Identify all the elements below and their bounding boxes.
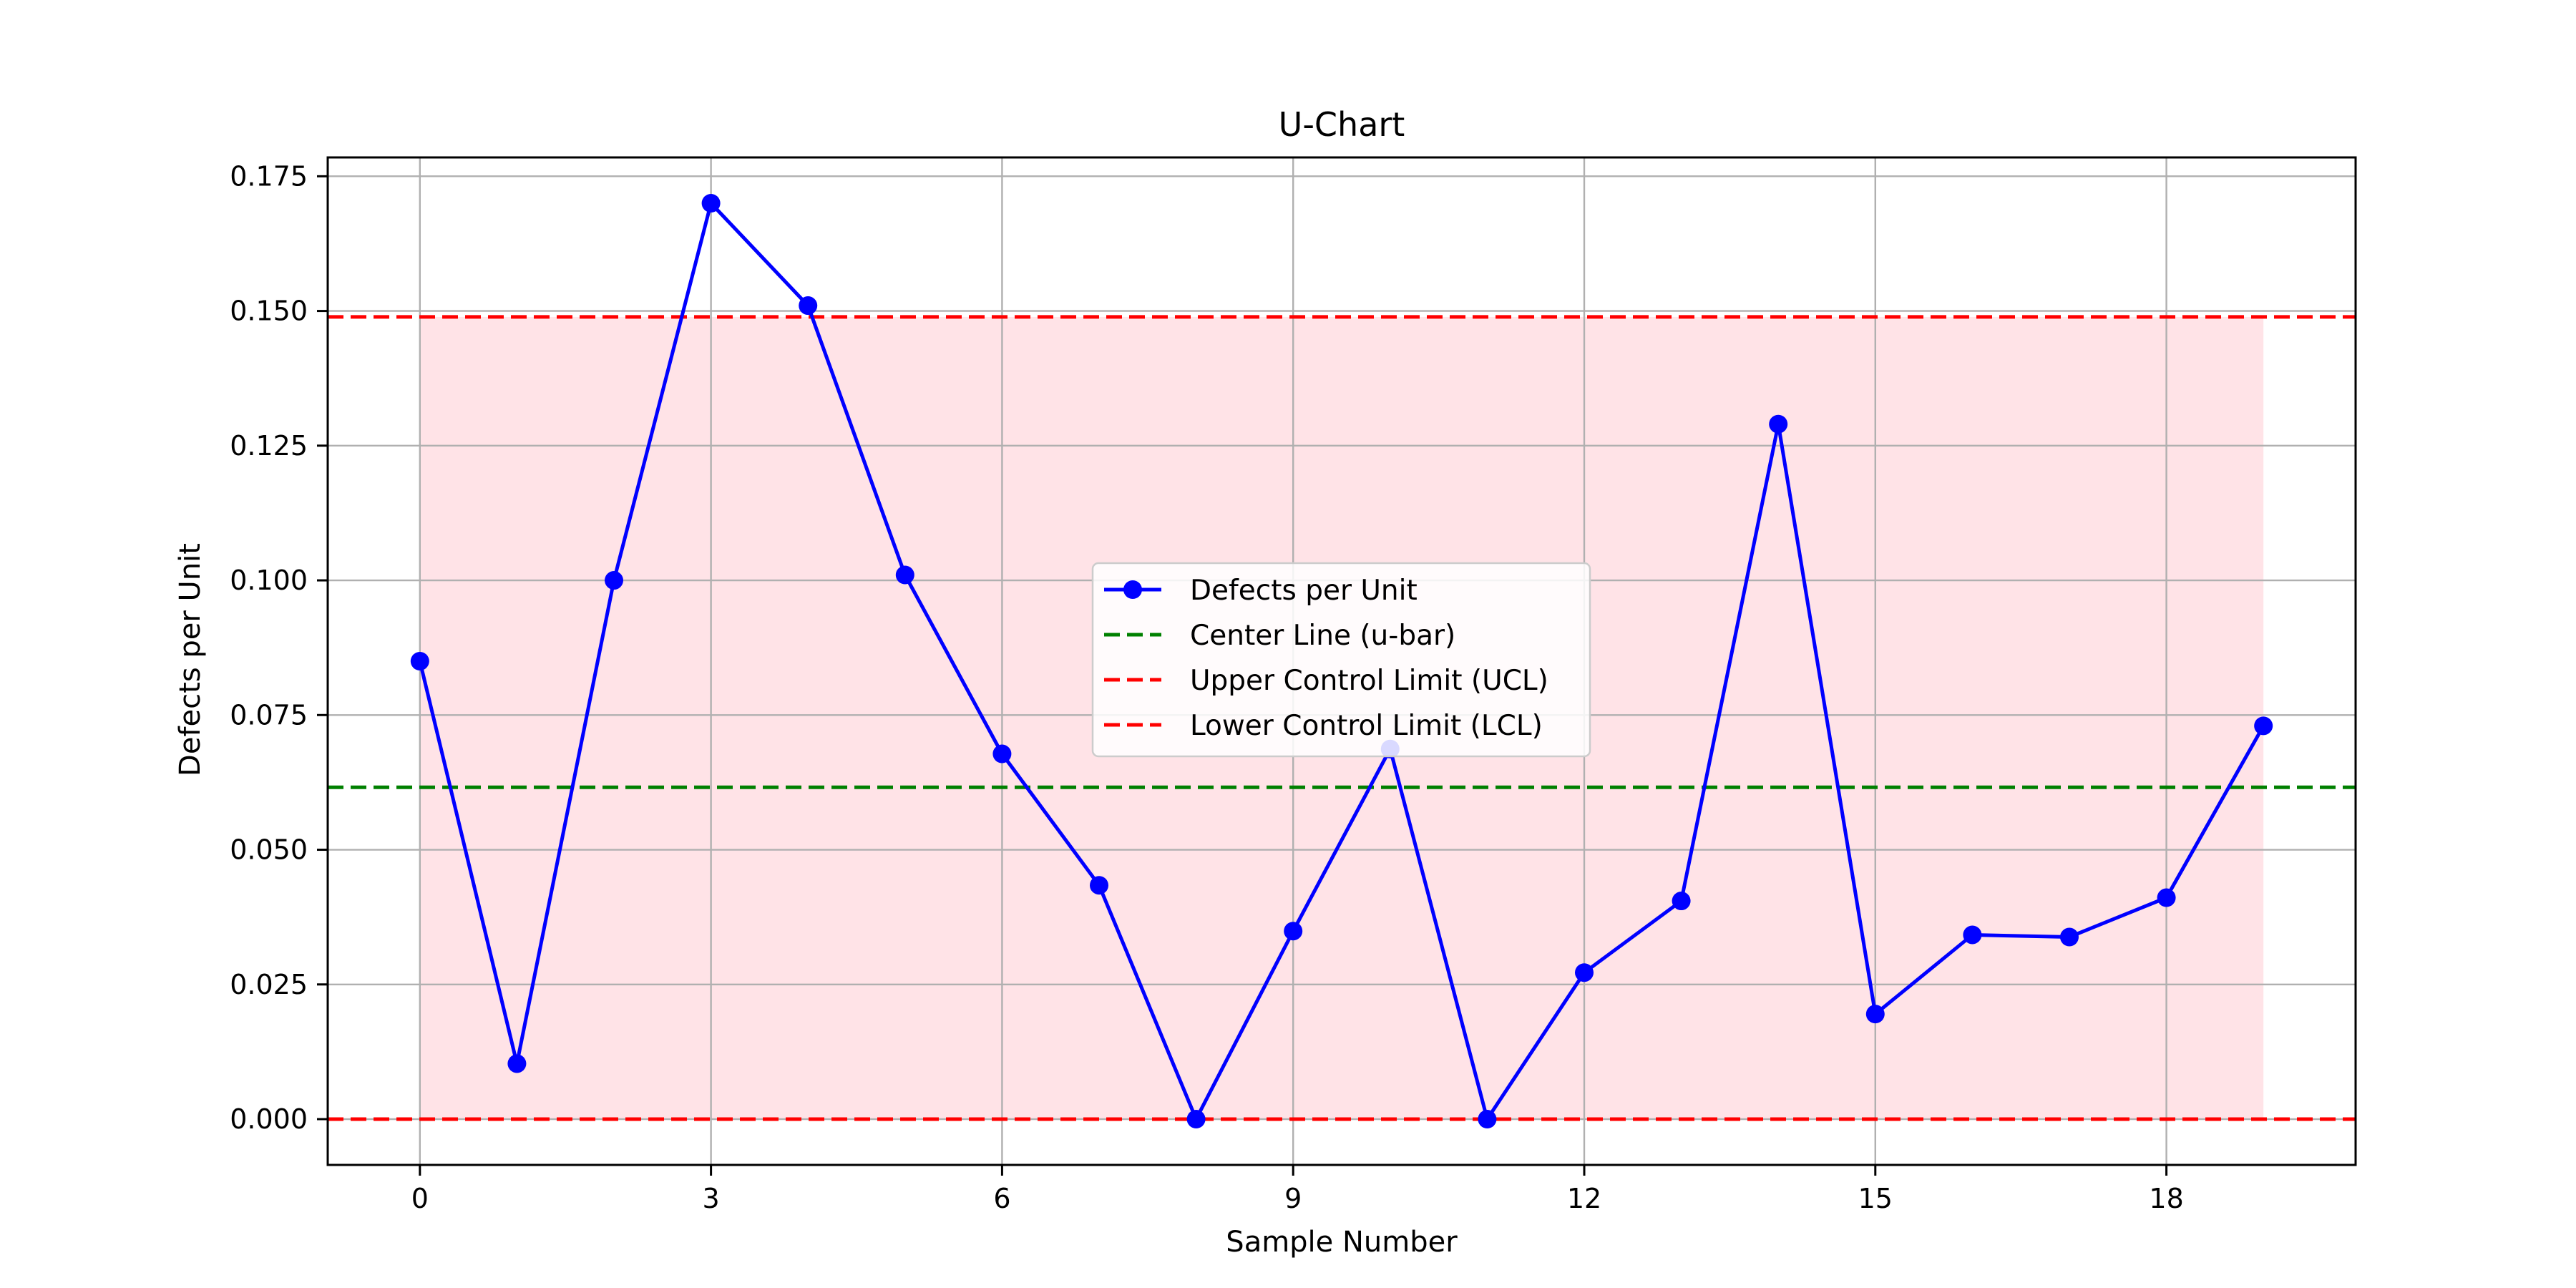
legend-box <box>1091 562 1591 758</box>
data-point <box>1963 925 1982 945</box>
data-point <box>1574 963 1594 982</box>
data-point <box>507 1054 527 1073</box>
data-point <box>2059 927 2079 947</box>
legend: Defects per Unit Center Line (u-bar) Upper… <box>1091 562 1591 758</box>
x-tick-label: 9 <box>1284 1183 1302 1214</box>
y-tick-label: 0.050 <box>230 834 308 866</box>
data-point <box>799 296 818 316</box>
y-tick-label: 0.150 <box>230 296 308 327</box>
legend-label: Defects per Unit <box>1190 575 1418 607</box>
x-tick-label: 18 <box>2149 1183 2183 1214</box>
data-point <box>1769 414 1788 434</box>
y-tick-label: 0.125 <box>230 430 308 462</box>
data-point <box>1284 922 1303 941</box>
y-axis-title: Defects per Unit <box>174 543 207 776</box>
y-tick-label: 0.175 <box>230 160 308 192</box>
x-tick-label: 0 <box>411 1183 429 1214</box>
axes-frame <box>326 156 2357 1166</box>
data-point <box>1865 1005 1885 1024</box>
data-point <box>2254 716 2273 736</box>
legend-label: Upper Control Limit (UCL) <box>1190 665 1548 697</box>
data-point <box>992 744 1012 763</box>
data-point <box>605 571 624 590</box>
y-tick-label: 0.075 <box>230 699 308 731</box>
y-tick-label: 0.100 <box>230 565 308 596</box>
data-point <box>1090 876 1109 895</box>
data-point <box>1672 892 1691 911</box>
data-point <box>1186 1110 1206 1128</box>
legend-marker <box>1123 580 1142 599</box>
x-tick-label: 15 <box>1858 1183 1893 1214</box>
data-point <box>1478 1110 1497 1128</box>
x-tick-label: 3 <box>703 1183 720 1214</box>
data-point <box>895 565 914 585</box>
chart-title: U-Chart <box>1279 105 1405 144</box>
legend-label: Lower Control Limit (LCL) <box>1190 710 1543 742</box>
series-line <box>418 201 2265 1121</box>
y-tick-label: 0.025 <box>230 969 308 1000</box>
x-axis-title: Sample Number <box>1226 1226 1458 1259</box>
y-tick-label: 0.000 <box>230 1103 308 1135</box>
x-tick-label: 6 <box>993 1183 1010 1214</box>
data-point <box>410 652 429 670</box>
x-tick-label: 12 <box>1567 1183 1601 1214</box>
legend-label: Center Line (u-bar) <box>1190 620 1455 652</box>
data-point <box>701 194 721 213</box>
data-point <box>2157 888 2176 907</box>
